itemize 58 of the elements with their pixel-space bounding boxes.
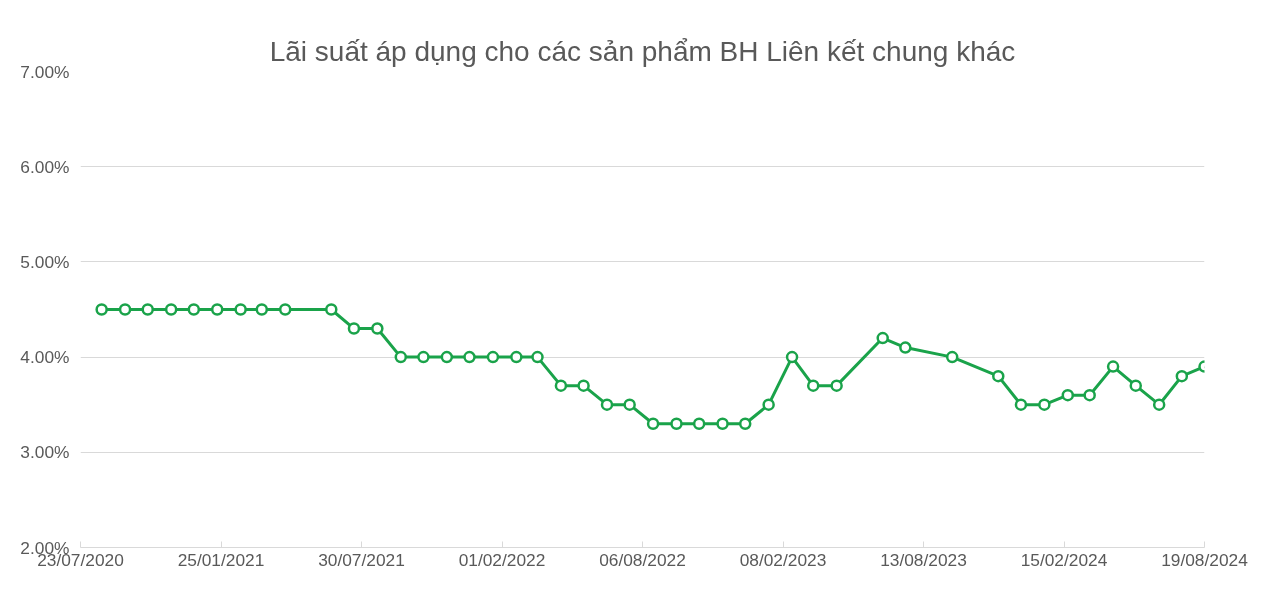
point [347,322,361,335]
point [95,303,108,316]
point [1175,369,1189,383]
point [876,331,889,345]
point [738,417,752,430]
point [1129,379,1143,392]
point [531,350,544,364]
x-tick-label: 01/02/2022 [458,549,546,570]
point [600,398,614,411]
x-tick-label: 13/08/2023 [880,549,967,570]
chart-title: Lãi suất áp dụng cho các sản phẩm BH Liên kết chung khác [269,35,1016,67]
point [1014,398,1028,411]
y-tick-label: 5.00% [20,251,70,272]
point [670,417,683,430]
point [164,303,178,316]
point [554,379,568,392]
x-tick-label: 06/08/2022 [599,549,686,570]
point [325,303,338,316]
x-tick-label: 25/01/2021 [177,549,265,570]
point [1083,388,1096,402]
point [417,350,430,364]
y-tick-label: 3.00% [20,442,70,463]
point [623,398,636,411]
point [762,398,775,411]
point [118,303,132,316]
x-tick-label: 30/07/2021 [318,549,405,570]
point [234,303,247,316]
point [440,350,454,364]
point [187,303,201,316]
point [1038,398,1051,411]
point [806,379,820,392]
x-tick-label: 15/02/2024 [1020,549,1108,570]
point [945,350,959,364]
y-tick-label: 4.00% [20,347,70,368]
point [1106,360,1120,373]
point [899,341,912,354]
point [830,379,843,392]
point [210,303,224,316]
x-tick-label: 08/02/2023 [739,549,827,570]
point [463,350,476,364]
point [692,417,706,430]
point [371,322,384,335]
point [141,303,154,316]
point [1061,388,1075,402]
point [646,417,660,430]
point [278,303,292,316]
point [394,350,408,364]
y-tick-label: 6.00% [20,156,70,177]
point [255,303,269,316]
point [992,369,1005,383]
point [486,350,500,364]
point [510,350,523,364]
point [1152,398,1166,411]
y-tick-label: 7.00% [20,61,70,82]
point [577,379,590,392]
point [716,417,729,430]
x-tick-label: 19/08/2024 [1161,549,1249,570]
point [785,350,799,364]
